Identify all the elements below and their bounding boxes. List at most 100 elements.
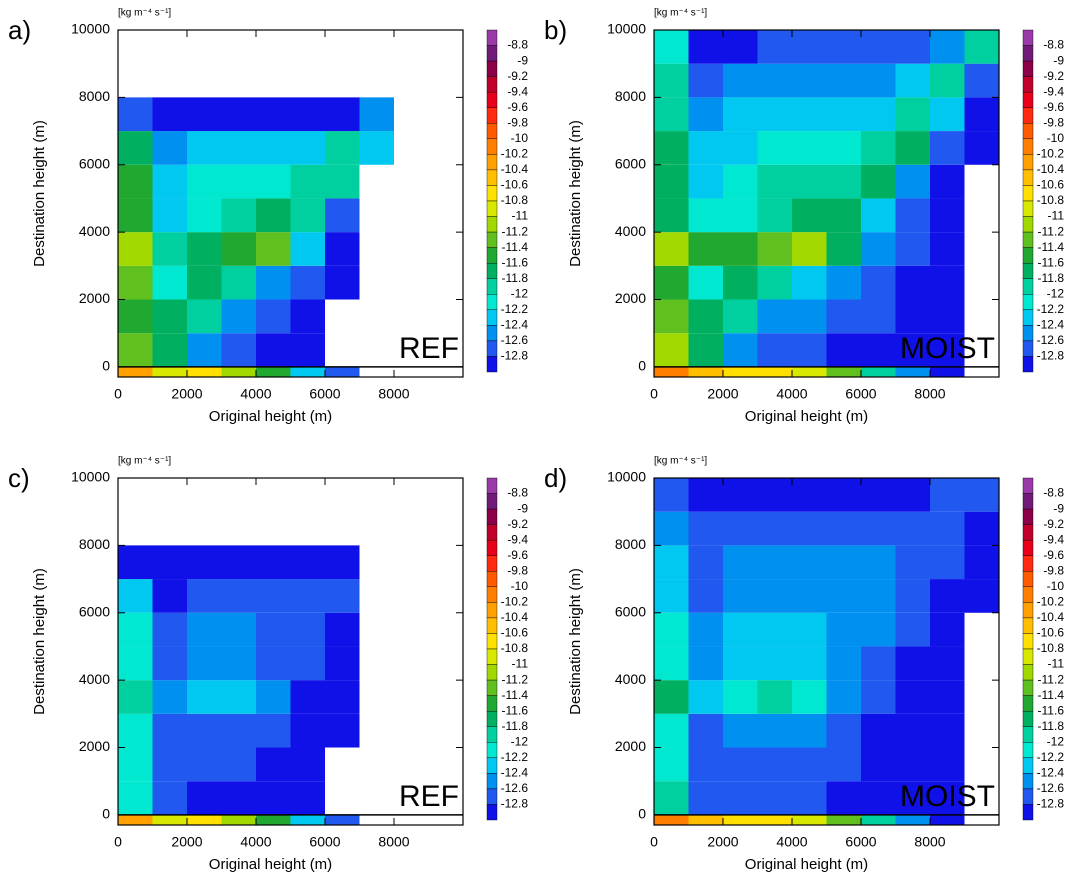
heatmap-cell: [221, 265, 256, 300]
heatmap-cell: [930, 164, 965, 199]
y-tick-label: 6000: [79, 603, 110, 619]
colorbar-box: [486, 231, 498, 248]
heatmap-cell: [723, 511, 758, 546]
heatmap-cell: [654, 63, 689, 98]
heatmap-cell: [152, 713, 187, 748]
colorbar-box: [486, 508, 498, 525]
heatmap-cell: [930, 612, 965, 647]
colorbar-tick-label: -11.4: [1038, 240, 1065, 254]
colorbar-tick-label: -9: [517, 53, 528, 67]
x-axis-label: Original height (m): [745, 408, 868, 425]
heatmap-cell: [654, 299, 689, 334]
heatmap-cell: [757, 511, 792, 546]
colorbar-tick-label: -12.8: [501, 797, 529, 811]
heatmap-cell: [895, 680, 930, 714]
colorbar-box: [486, 216, 498, 233]
y-tick-label: 4000: [615, 223, 646, 239]
heatmap-cell: [861, 30, 896, 64]
colorbar-tick-label: -9.8: [507, 563, 528, 577]
colorbar-tick-label: -10: [511, 579, 529, 593]
colorbar-tick-label: -11: [1048, 657, 1065, 671]
heatmap-cell: [654, 30, 689, 64]
heatmap-cell: [964, 131, 999, 165]
heatmap-cell: [118, 579, 153, 613]
x-axis-label: Original height (m): [209, 408, 332, 425]
heatmap-cell: [688, 478, 723, 512]
heatmap-cell: [757, 164, 792, 199]
heatmap-cell: [757, 333, 792, 367]
strip-cell: [654, 814, 689, 825]
colorbar-tick-label: -9: [1053, 53, 1064, 67]
colorbar-tick-label: -9: [1053, 501, 1064, 515]
heatmap-cell: [221, 333, 256, 367]
colorbar-box: [1022, 200, 1034, 217]
heatmap-cell: [221, 299, 256, 334]
heatmap-cell: [221, 97, 256, 132]
y-axis-label: Destination height (m): [567, 120, 584, 267]
colorbar-tick-label: -11: [512, 657, 529, 671]
colorbar-tick-label: -12: [511, 734, 529, 748]
heatmap-cell: [826, 781, 861, 815]
heatmap-cell: [861, 164, 896, 199]
heatmap-cell: [118, 198, 153, 233]
heatmap-cell: [826, 713, 861, 748]
colorbar-tick-label: -9.8: [507, 115, 528, 129]
heatmap-cell: [187, 97, 222, 132]
heatmap-cell: [325, 545, 360, 580]
colorbar-tick-label: -10: [1047, 579, 1065, 593]
strip-cell: [757, 366, 792, 377]
y-tick-label: 8000: [615, 88, 646, 104]
heatmap-cell: [861, 545, 896, 580]
heatmap-cell: [861, 63, 896, 98]
colorbar-tick-label: -10: [1047, 131, 1065, 145]
heatmap-cell: [654, 265, 689, 300]
heatmap-cell: [723, 97, 758, 132]
heatmap-cell: [895, 545, 930, 580]
heatmap-cell: [325, 164, 360, 199]
heatmap-cell: [152, 164, 187, 199]
heatmap-cell: [187, 781, 222, 815]
heatmap-cell: [688, 232, 723, 266]
heatmap-cell: [187, 333, 222, 367]
colorbar-tick-label: -12.6: [1037, 781, 1065, 795]
colorbar-box: [486, 278, 498, 295]
heatmap-cell: [757, 265, 792, 300]
heatmap-cell: [930, 511, 965, 546]
heatmap-cell: [325, 232, 360, 266]
colorbar-box: [486, 107, 498, 124]
colorbar-tick-label: -11.4: [1038, 688, 1065, 702]
colorbar-box: [1022, 60, 1034, 77]
y-tick-label: 6000: [615, 603, 646, 619]
heatmap-cell: [152, 646, 187, 681]
heatmap-cell: [895, 63, 930, 98]
heatmap-cell: [723, 545, 758, 580]
colorbar-tick-label: -11.6: [1038, 703, 1065, 717]
heatmap-cell: [826, 131, 861, 165]
colorbar-box: [486, 695, 498, 712]
colorbar-box: [486, 169, 498, 186]
heatmap-cell: [757, 478, 792, 512]
heatmap-cell: [757, 232, 792, 266]
x-tick-label: 2000: [707, 834, 738, 850]
colorbar-tick-label: -9.6: [1043, 548, 1064, 562]
heatmap-cell: [256, 680, 291, 714]
heatmap-cell: [221, 198, 256, 233]
heatmap-cell: [723, 131, 758, 165]
strip-cell: [895, 814, 930, 825]
colorbar-box: [486, 60, 498, 77]
colorbar-box: [1022, 340, 1034, 357]
heatmap-cell: [792, 265, 827, 300]
heatmap-cell: [861, 232, 896, 266]
strip-cell: [861, 366, 896, 377]
heatmap-cell: [723, 713, 758, 748]
colorbar-tick-label: -9.2: [507, 69, 528, 83]
colorbar-box: [1022, 571, 1034, 588]
heatmap-cell: [152, 545, 187, 580]
y-tick-label: 2000: [615, 738, 646, 754]
heatmap-cell: [688, 164, 723, 199]
y-axis-label: Destination height (m): [31, 568, 48, 715]
colorbar-box: [1022, 138, 1034, 155]
colorbar-box: [486, 76, 498, 93]
heatmap-cell: [792, 680, 827, 714]
y-tick-label: 8000: [615, 536, 646, 552]
